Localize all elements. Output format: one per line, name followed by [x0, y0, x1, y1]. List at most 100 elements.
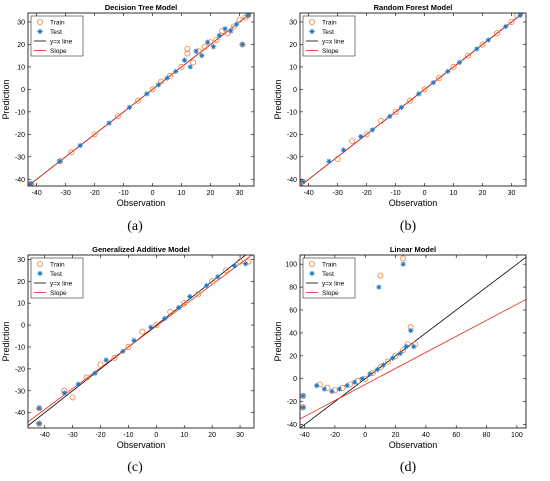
y-tick-label: 0	[293, 376, 297, 383]
test-point	[300, 178, 306, 185]
train-point	[111, 354, 118, 361]
panels: -40 -30 -20 -10 0 10 20 30 -40 -30 -20 -10 0 10 20 30 De…	[1, 3, 527, 450]
x-tick-label: -40	[32, 190, 42, 197]
legend-box	[30, 257, 84, 299]
x-tick-label: -30	[68, 432, 78, 439]
test-point	[367, 371, 373, 377]
test-point	[359, 376, 365, 382]
x-axis-label: Observation	[389, 440, 438, 450]
legend-test-marker	[309, 270, 315, 277]
test-point	[144, 91, 150, 97]
axes-frame	[27, 254, 255, 429]
test-point	[408, 328, 414, 334]
y-tick-label: 0	[21, 323, 25, 330]
legend-label: y=x line	[322, 38, 345, 45]
test-point	[215, 274, 221, 280]
legend-test-marker	[309, 28, 315, 35]
chart-panel-2: -40 -30 -20 -10 0 10 20 30 -40 -30 -20 -10 0 10 20 30 Ra…	[273, 3, 527, 208]
test-point	[92, 370, 98, 376]
x-tick-label: 20	[207, 190, 215, 197]
legend-label: Train	[50, 261, 65, 268]
test-point	[231, 263, 238, 269]
test-point	[400, 261, 406, 267]
legend-train-marker	[37, 260, 44, 267]
legend-label: y=x line	[50, 38, 73, 45]
legend-test-marker	[37, 28, 43, 35]
chart-title: Random Forest Model	[374, 3, 453, 12]
test-point	[36, 421, 42, 427]
test-point	[389, 355, 396, 361]
y-tick-label: -20	[15, 132, 25, 139]
test-point	[326, 158, 332, 164]
test-point	[430, 80, 436, 86]
train-point	[236, 16, 243, 23]
legend: Train Test y=x line Slope	[302, 15, 356, 57]
legend-test-marker	[37, 270, 43, 277]
x-tick-label: 30	[508, 190, 516, 197]
test-point	[314, 383, 320, 389]
train-point	[479, 41, 486, 48]
train-point	[184, 50, 191, 57]
y-tick-label: -40	[287, 177, 297, 184]
chart-panel-1: -40 -30 -20 -10 0 10 20 30 -40 -30 -20 -10 0 10 20 30 De…	[1, 3, 255, 208]
legend-label: Test	[50, 29, 62, 36]
train-point	[201, 43, 208, 50]
test-point	[181, 57, 188, 63]
test-point	[164, 75, 170, 81]
x-tick-label: 0	[423, 190, 427, 197]
x-tick-label: 100	[511, 432, 523, 439]
test-point	[321, 386, 327, 392]
train-point	[184, 45, 191, 52]
y-tick-label: -10	[15, 344, 25, 351]
legend-label: Test	[322, 29, 334, 36]
chart-title: Decision Tree Model	[105, 3, 178, 12]
y-tick-label: 60	[289, 307, 297, 314]
train-point	[167, 308, 174, 315]
test-point	[193, 48, 199, 54]
train-point	[494, 30, 501, 37]
train-point	[363, 131, 370, 138]
test-point	[329, 388, 335, 394]
legend-label: Train	[322, 261, 337, 268]
train-point	[158, 78, 165, 85]
train-point	[209, 278, 216, 285]
test-point	[503, 23, 509, 30]
test-point	[234, 21, 240, 27]
test-point	[162, 315, 168, 322]
x-tick-label: 0	[363, 432, 367, 439]
test-point	[352, 379, 358, 385]
x-tick-label: -30	[61, 190, 71, 197]
test-point	[445, 68, 451, 75]
train-point	[223, 267, 230, 274]
test-point	[61, 390, 67, 396]
legend: Train Test y=x line Slope	[30, 15, 84, 57]
y-tick-label: 20	[17, 42, 25, 49]
x-tick-label: -40	[299, 432, 309, 439]
chart-panel-4: -40 -20 0 20 40 60 80 100 -40 -20 0 20 40 60 80 100 Line…	[273, 245, 527, 450]
x-tick-label: 30	[236, 432, 244, 439]
test-point	[187, 64, 193, 70]
chart-panel-3: -40 -30 -20 -10 0 10 20 30 -40 -30 -20 -10 0 10 20 30 Ge…	[1, 245, 255, 450]
train-point	[334, 156, 341, 163]
y-axis-label: Prediction	[273, 321, 283, 361]
chart-title: Linear Model	[390, 245, 436, 254]
x-tick-label: -10	[391, 190, 401, 197]
y-tick-label: -10	[15, 109, 25, 116]
axes-frame	[299, 254, 527, 429]
x-tick-label: -30	[333, 190, 343, 197]
test-point	[243, 261, 249, 267]
test-point	[340, 147, 347, 153]
test-point	[228, 28, 234, 34]
x-tick-label: -10	[123, 432, 133, 439]
x-axis-label: Observation	[117, 198, 166, 208]
test-point	[358, 133, 364, 140]
train-point	[436, 75, 443, 82]
train-point	[91, 131, 98, 138]
train-point	[508, 18, 515, 25]
y-tick-label: -20	[287, 399, 297, 406]
test-point	[205, 39, 211, 45]
chart-title: Generalized Additive Model	[92, 245, 190, 254]
legend-box	[302, 15, 356, 57]
train-point	[349, 138, 356, 145]
legend-label: Train	[322, 19, 337, 26]
